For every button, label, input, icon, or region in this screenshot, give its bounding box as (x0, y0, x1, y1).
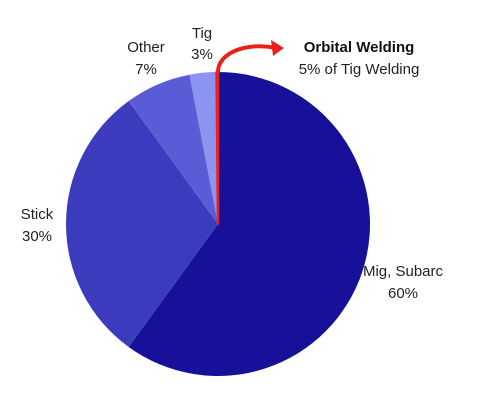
orbital-wedge-outline (215, 70, 220, 226)
orbital-callout (215, 40, 284, 226)
slice-pct-other: 7% (135, 61, 157, 78)
callout-arrow (216, 44, 278, 74)
pie-slice-tig (189, 72, 218, 224)
slice-label-tig: Tig (192, 25, 212, 42)
callout-title: Orbital Welding (304, 39, 415, 56)
slice-pct-stick: 30% (22, 228, 52, 245)
pie-slices (65, 72, 370, 376)
callout-arrowhead (271, 40, 284, 56)
pie-slice-stick (65, 101, 218, 347)
slice-label-stick: Stick (21, 206, 54, 223)
slice-pct-tig: 3% (191, 46, 213, 63)
pie-slice-mig-subarc (128, 72, 370, 376)
callout-subtitle: 5% of Tig Welding (299, 61, 420, 78)
slice-label-mig: Mig, Subarc (363, 263, 444, 280)
pie-slice-other (128, 74, 218, 224)
slice-label-other: Other (127, 39, 165, 56)
slice-pct-mig: 60% (388, 285, 418, 302)
